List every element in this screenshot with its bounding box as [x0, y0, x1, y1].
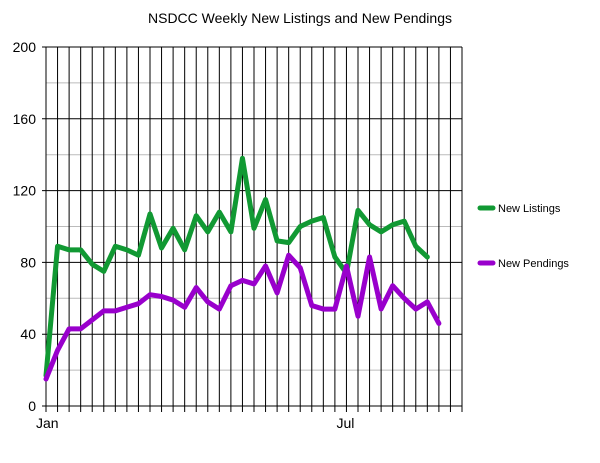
- y-tick-label: 160: [13, 111, 37, 127]
- chart-title: NSDCC Weekly New Listings and New Pendin…: [148, 10, 452, 26]
- series-line-new-pendings: [43, 252, 442, 382]
- x-tick-label: Jan: [36, 415, 59, 431]
- y-tick-label: 40: [20, 326, 36, 342]
- y-tick-label: 80: [20, 254, 36, 270]
- y-tick-label: 120: [13, 183, 37, 199]
- series-line-new-listings: [43, 155, 430, 378]
- x-axis-ticks: Jan Jul: [36, 415, 354, 431]
- legend-label-new-listings: New Listings: [498, 203, 561, 215]
- y-tick-label: 200: [13, 39, 37, 55]
- legend: New Listings New Pendings: [477, 203, 569, 270]
- grid: [42, 46, 463, 412]
- x-tick-label: Jul: [336, 415, 354, 431]
- series-lines: [43, 155, 442, 382]
- y-axis-ticks: 0 40 80 120 160 200: [13, 39, 37, 414]
- legend-label-new-pendings: New Pendings: [498, 258, 569, 270]
- y-tick-label: 0: [28, 398, 36, 414]
